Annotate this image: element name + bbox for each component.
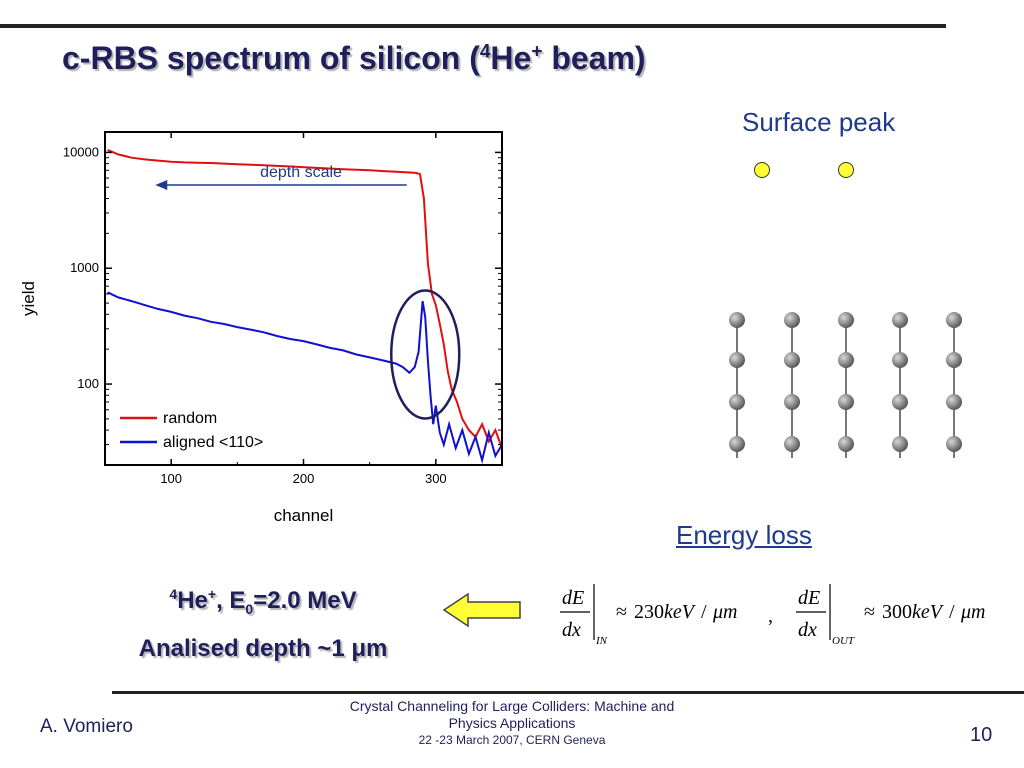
- formula-slash-out: /: [949, 601, 955, 623]
- lattice-atom: [729, 436, 745, 452]
- formula-sub-in: IN: [595, 635, 608, 647]
- lattice-atom: [729, 352, 745, 368]
- footer-line: Physics Applications: [448, 715, 576, 731]
- x-tick-label: 200: [293, 471, 315, 486]
- y-axis-label: yield: [19, 281, 38, 316]
- rbs-spectrum-chart: 100 200 300 100 1000 10000 channel yield depth s…: [19, 131, 503, 525]
- lattice-atom: [784, 312, 800, 328]
- formula-de-in: dE: [562, 587, 584, 609]
- legend-label: aligned <110>: [163, 434, 263, 451]
- formula-unit-in: keV: [664, 601, 697, 623]
- author-name: A. Vomiero: [40, 716, 133, 737]
- formula-dx-in: dx: [562, 619, 581, 641]
- lattice-atom: [892, 394, 908, 410]
- formula-unit-out: keV: [912, 601, 945, 623]
- footer-conference: Crystal Channeling for Large Colliders: …: [300, 698, 724, 749]
- surface-atom-dot: [754, 162, 770, 178]
- lattice-atom: [729, 394, 745, 410]
- formula-approx-out: ≈: [864, 601, 875, 623]
- lattice-atom: [946, 352, 962, 368]
- bottom-rule: [112, 691, 1024, 694]
- crystal-lattice-diagram: [729, 312, 962, 458]
- series-line-random: [107, 148, 502, 449]
- x-tick-label: 100: [160, 471, 182, 486]
- lattice-atom: [838, 436, 854, 452]
- lattice-atom: [838, 352, 854, 368]
- footer-date: 22 -23 March 2007, CERN Geneva: [418, 733, 606, 747]
- left-arrow-icon: [442, 592, 521, 628]
- lattice-atom: [892, 352, 908, 368]
- x-tick-label: 300: [425, 471, 447, 486]
- y-tick-label: 100: [77, 376, 99, 391]
- y-tick-label: 1000: [70, 260, 99, 275]
- top-rule: [0, 24, 946, 28]
- lattice-atom: [838, 312, 854, 328]
- lattice-atom: [946, 394, 962, 410]
- lattice-atom: [946, 312, 962, 328]
- lattice-atom: [838, 394, 854, 410]
- lattice-atom: [784, 352, 800, 368]
- footer-line: Crystal Channeling for Large Colliders: …: [349, 698, 675, 714]
- surface-atom-dot: [838, 162, 854, 178]
- formula-mum-in: μm: [712, 601, 737, 623]
- depth-scale-label: depth scale: [260, 164, 342, 181]
- surface-peak-label: Surface peak: [742, 107, 896, 137]
- beam-energy-line: 4He+, E0=2.0 MeV: [169, 586, 357, 617]
- formula-dx-out: dx: [798, 619, 817, 641]
- formula-slash-in: /: [701, 601, 707, 623]
- analysed-depth-line: Analised depth ~1 μm: [138, 634, 388, 662]
- x-axis-label: channel: [274, 506, 334, 525]
- formula-approx-in: ≈: [616, 601, 627, 623]
- beam-info: 4He+, E0=2.0 MeV Analised depth ~1 μm: [108, 574, 418, 669]
- y-tick-label: 10000: [63, 144, 99, 159]
- legend-label: random: [163, 410, 217, 427]
- formula-value-out: 300: [882, 601, 912, 623]
- formula-de-out: dE: [798, 587, 820, 609]
- lattice-atom: [729, 312, 745, 328]
- lattice-atom: [784, 394, 800, 410]
- formula-comma: ,: [768, 605, 773, 627]
- surface-peak-ellipse: [389, 289, 461, 420]
- lattice-atom: [946, 436, 962, 452]
- series-line-aligned: [107, 291, 502, 465]
- lattice-atom: [784, 436, 800, 452]
- depth-scale-arrowhead: [155, 180, 168, 190]
- formula-sub-out: OUT: [832, 635, 855, 647]
- page-number: 10: [970, 724, 993, 746]
- formula-value-in: 230: [634, 601, 664, 623]
- formula-mum-out: μm: [960, 601, 985, 623]
- slide-title: c-RBS spectrum of silicon (4He+ beam): [62, 40, 646, 76]
- energy-loss-formula: dE dx IN ≈ 230 keV / μm , dE dx OUT ≈ 30…: [560, 584, 985, 647]
- lattice-atom: [892, 436, 908, 452]
- energy-loss-label: Energy loss: [676, 520, 812, 550]
- lattice-atom: [892, 312, 908, 328]
